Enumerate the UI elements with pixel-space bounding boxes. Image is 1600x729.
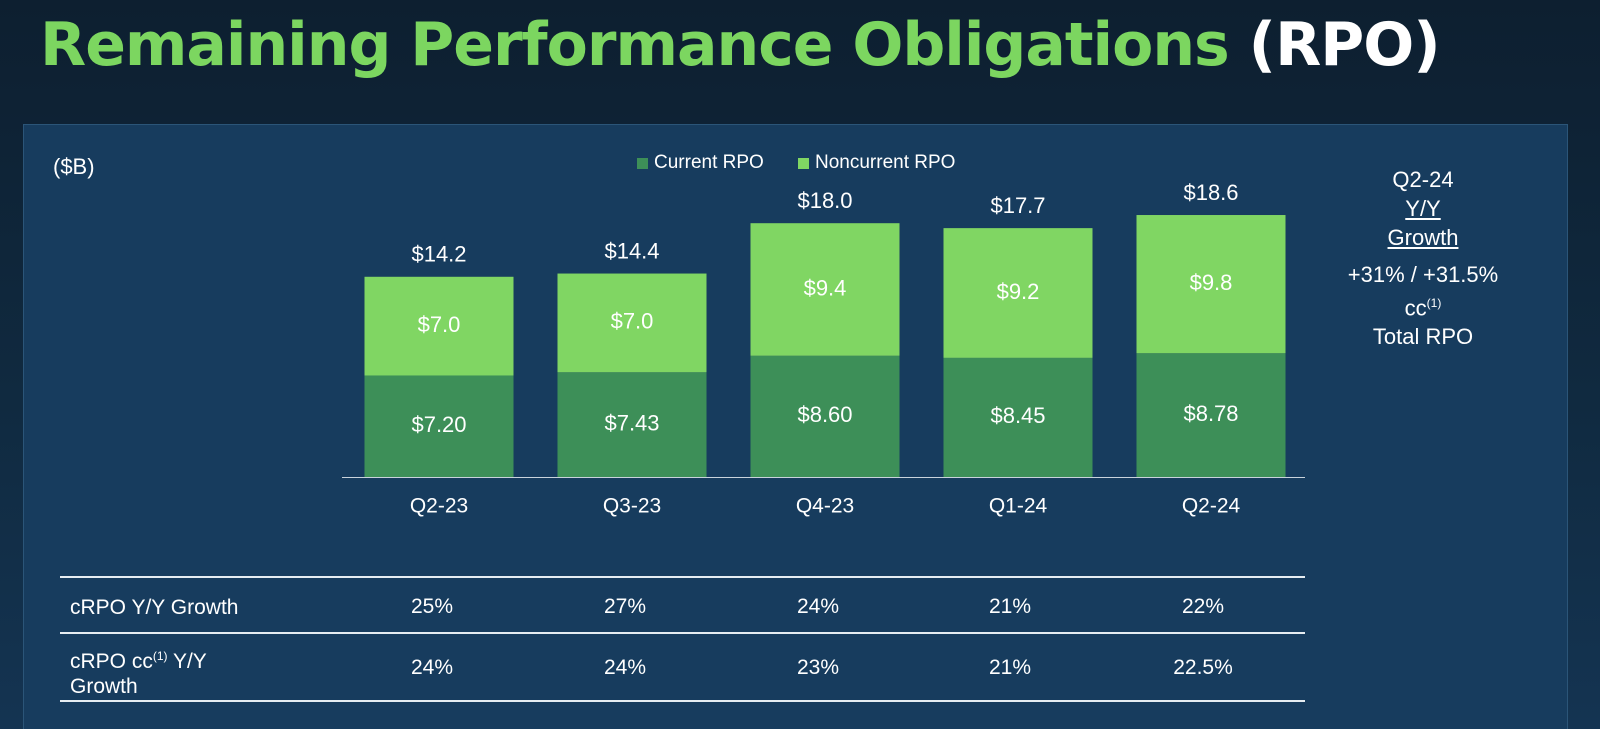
row-label-crpo-cc-growth: cRPO cc(1) Y/Y Growth: [70, 644, 207, 699]
row-label-cc-part1: cRPO cc: [70, 650, 153, 673]
bar-noncurrent-q3-23: [557, 273, 707, 373]
row-label-cc-line2: Growth: [70, 675, 138, 698]
bar-noncurrent-q1-24: [943, 228, 1093, 358]
x-tick-q2-23: Q2-23: [410, 495, 468, 518]
side-note-line2: Growth: [1387, 225, 1459, 250]
label-current-q2-24: $8.78: [1183, 401, 1238, 426]
cell-crpo-growth-q2-24: 22%: [1181, 595, 1225, 618]
row-label-crpo-growth: cRPO Y/Y Growth: [70, 596, 239, 619]
legend-swatch-noncurrent: [798, 157, 809, 169]
bar-current-q2-24: [1136, 353, 1286, 477]
bar-current-q4-23: [750, 355, 900, 477]
row-label-cc-sup: (1): [152, 649, 168, 663]
row-label-cc-part2: Y/Y: [167, 650, 207, 673]
legend-item-current: Current RPO: [637, 152, 764, 174]
x-tick-q4-23: Q4-23: [796, 495, 854, 518]
label-total-q2-24: $18.6: [1183, 180, 1238, 205]
table-divider-top: [60, 576, 1305, 578]
unit-label: ($B): [53, 154, 95, 179]
side-note-cc-text: cc: [1404, 295, 1427, 321]
side-note-line1: Y/Y: [1405, 196, 1441, 221]
legend-label-current: Current RPO: [654, 152, 764, 173]
label-noncurrent-q2-24: $9.8: [1190, 270, 1233, 295]
table-divider-middle: [60, 632, 1305, 634]
label-total-q2-23: $14.2: [411, 242, 466, 267]
bar-current-q1-24: [943, 357, 1093, 477]
page-title: Remaining Performance Obligations (RPO): [40, 10, 1441, 80]
cell-crpo-growth-q4-23: 24%: [796, 595, 840, 618]
x-tick-q2-24: Q2-24: [1182, 495, 1241, 518]
bar-noncurrent-q4-23: [750, 223, 900, 356]
title-main: Remaining Performance Obligations: [40, 10, 1230, 80]
side-note-period: Q2-24: [1392, 167, 1454, 192]
cell-crpo-cc-q2-23: 24%: [410, 656, 454, 679]
label-current-q4-23: $8.60: [797, 402, 852, 427]
label-total-q3-23: $14.4: [604, 238, 659, 263]
label-total-q4-23: $18.0: [797, 188, 852, 213]
label-noncurrent-q4-23: $9.4: [804, 275, 847, 300]
title-suffix: (RPO): [1248, 10, 1441, 80]
label-noncurrent-q1-24: $9.2: [997, 279, 1040, 304]
cell-crpo-growth-q1-24: 21%: [988, 595, 1032, 618]
bar-current-q2-23: [364, 375, 514, 477]
legend-label-noncurrent: Noncurrent RPO: [815, 152, 956, 173]
cell-crpo-cc-q4-23: 23%: [796, 656, 840, 679]
x-tick-q3-23: Q3-23: [603, 495, 661, 518]
cell-crpo-cc-q1-24: 21%: [988, 656, 1032, 679]
x-tick-q1-24: Q1-24: [989, 495, 1048, 518]
chart-legend: Current RPO Noncurrent RPO: [0, 152, 1600, 178]
cell-crpo-cc-q2-24: 22.5%: [1173, 656, 1233, 679]
label-current-q1-24: $8.45: [990, 403, 1045, 428]
side-note-label: Total RPO: [1372, 324, 1474, 350]
bar-noncurrent-q2-24: [1136, 215, 1286, 354]
side-note: Q2-24 Y/Y Growth +31% / +31.5% cc(1) Tot…: [1318, 165, 1528, 351]
cell-crpo-growth-q2-23: 25%: [410, 595, 454, 618]
label-total-q1-24: $17.7: [990, 193, 1045, 218]
label-noncurrent-q3-23: $7.0: [611, 309, 654, 334]
legend-swatch-current: [637, 157, 648, 169]
side-note-cc-sup: (1): [1426, 296, 1442, 310]
table-divider-bottom: [60, 700, 1305, 702]
cell-crpo-growth-q3-23: 27%: [603, 595, 647, 618]
bar-noncurrent-q2-23: [364, 276, 514, 376]
cell-crpo-cc-q3-23: 24%: [603, 656, 647, 679]
bar-current-q3-23: [557, 372, 707, 477]
label-current-q3-23: $7.43: [604, 410, 659, 435]
legend-item-noncurrent: Noncurrent RPO: [798, 152, 955, 174]
label-current-q2-23: $7.20: [411, 412, 466, 437]
side-note-value: +31% / +31.5%: [1347, 262, 1499, 287]
label-noncurrent-q2-23: $7.0: [418, 312, 461, 337]
side-note-cc: cc(1): [1318, 289, 1528, 322]
